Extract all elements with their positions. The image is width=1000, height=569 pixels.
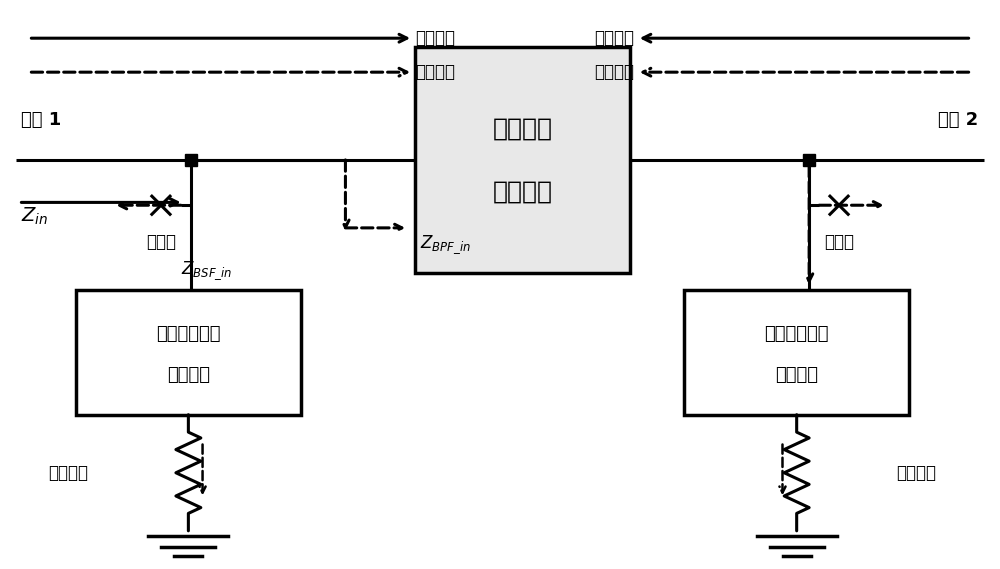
Text: 端口 1: 端口 1 — [21, 112, 62, 129]
Bar — [684, 290, 909, 415]
Text: 滤波结构: 滤波结构 — [492, 180, 552, 204]
Bar — [415, 47, 630, 273]
Text: 互补双频带阻: 互补双频带阻 — [156, 325, 221, 343]
Text: 互补双频带阻: 互补双频带阻 — [764, 325, 829, 343]
Text: 吸收结构: 吸收结构 — [167, 366, 210, 384]
Bar — [76, 290, 301, 415]
Text: 无反射: 无反射 — [824, 233, 854, 251]
Text: 端口 2: 端口 2 — [938, 112, 979, 129]
Text: $Z_{BSF\_in}$: $Z_{BSF\_in}$ — [181, 259, 232, 282]
Text: 带内信号: 带内信号 — [595, 29, 635, 47]
Text: $Z_{in}$: $Z_{in}$ — [21, 206, 49, 227]
Text: 吸收结构: 吸收结构 — [775, 366, 818, 384]
Text: 带外信号: 带外信号 — [415, 63, 455, 81]
Text: 接地电阻: 接地电阻 — [896, 464, 936, 482]
Text: 带内信号: 带内信号 — [415, 29, 455, 47]
Text: 带外信号: 带外信号 — [595, 63, 635, 81]
Text: 双频带通: 双频带通 — [492, 116, 552, 140]
Text: $Z_{BPF\_in}$: $Z_{BPF\_in}$ — [420, 234, 471, 256]
Text: 接地电阻: 接地电阻 — [49, 464, 89, 482]
Text: 无反射: 无反射 — [146, 233, 176, 251]
